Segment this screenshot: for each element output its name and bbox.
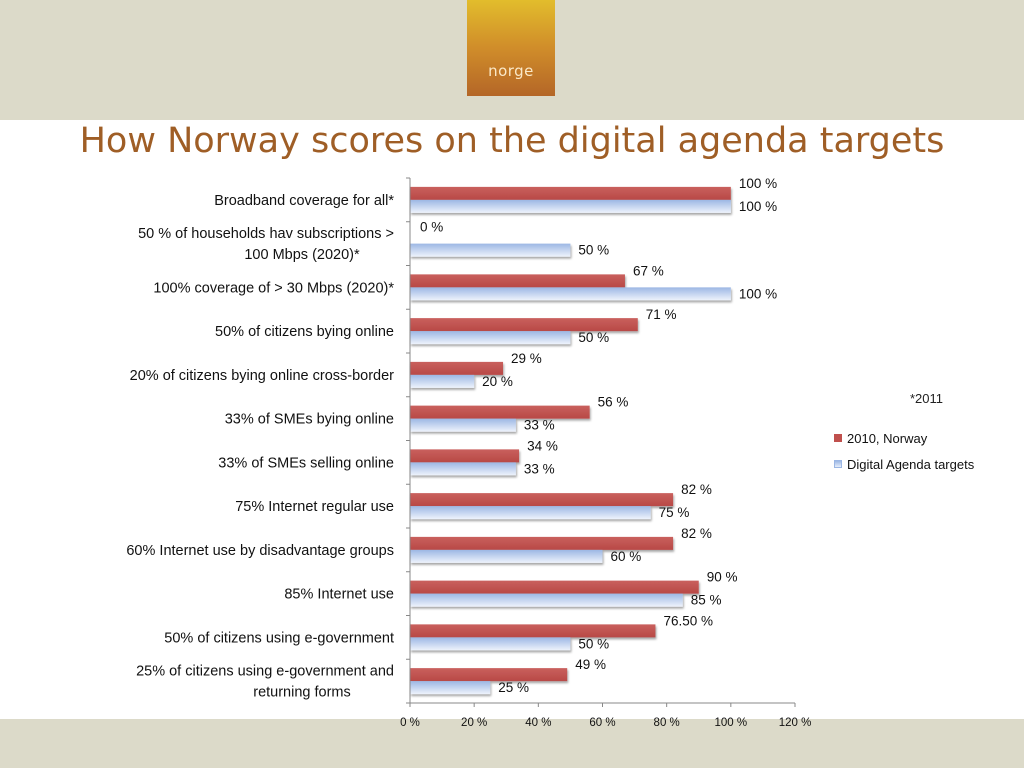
legend-swatch-blue [834, 460, 842, 468]
category-label: 20% of citizens bying online cross-borde… [130, 368, 395, 384]
data-label-norway: 82 % [681, 482, 712, 497]
legend-label-norway: 2010, Norway [847, 430, 928, 446]
data-label-target: 50 % [578, 243, 609, 258]
bar-target [410, 593, 683, 607]
bar-target [410, 418, 516, 432]
category-label: 100% coverage of > 30 Mbps (2020)* [153, 280, 394, 296]
bar-norway [410, 318, 638, 332]
legend: 2010, Norway Digital Agenda targets [834, 425, 974, 477]
bar-norway [410, 361, 504, 375]
bar-norway [410, 668, 568, 682]
logo-text: norge [488, 62, 534, 80]
norge-logo: norge [467, 0, 555, 96]
legend-item-targets: Digital Agenda targets [834, 451, 974, 477]
bar-target [410, 199, 731, 213]
x-tick-label: 0 % [400, 717, 420, 729]
x-tick-label: 20 % [461, 717, 487, 729]
footnote: *2011 [910, 391, 944, 406]
data-label-target: 50 % [578, 330, 609, 345]
data-label-norway: 90 % [707, 570, 738, 585]
data-label-norway: 49 % [575, 657, 606, 672]
category-label: 60% Internet use by disadvantage groups [126, 543, 394, 559]
data-label-target: 25 % [498, 680, 529, 695]
bar-target [410, 549, 603, 563]
bar-target [410, 243, 571, 257]
data-label-target: 60 % [611, 549, 642, 564]
category-label: 75% Internet regular use [235, 499, 394, 515]
bar-target [410, 681, 491, 695]
legend-item-norway: 2010, Norway [834, 425, 974, 451]
data-label-target: 75 % [659, 505, 690, 520]
bar-target [410, 506, 651, 520]
category-label: 25% of citizens using e-government and re… [136, 664, 394, 701]
bar-norway [410, 449, 520, 463]
bar-norway [410, 186, 731, 200]
data-label-target: 20 % [482, 374, 513, 389]
bar-target [410, 374, 475, 388]
category-label: 50% of citizens using e-government [164, 630, 394, 646]
bar-target [410, 331, 571, 345]
data-label-target: 33 % [524, 418, 555, 433]
bar-norway [410, 580, 699, 594]
bar-norway [410, 405, 590, 419]
data-label-norway: 76.50 % [663, 613, 713, 628]
footer-band [0, 719, 1024, 768]
bar-target [410, 637, 571, 651]
data-label-target: 100 % [739, 199, 777, 214]
category-label: 50% of citizens bying online [215, 324, 394, 340]
data-label-target: 100 % [739, 286, 777, 301]
legend-swatch-red [834, 434, 842, 442]
bar-target [410, 462, 516, 476]
bar-norway [410, 536, 674, 550]
data-label-norway: 100 % [739, 176, 777, 191]
category-label: 85% Internet use [284, 587, 394, 603]
data-label-norway: 56 % [598, 395, 629, 410]
legend-label-targets: Digital Agenda targets [847, 456, 975, 472]
data-label-target: 50 % [578, 636, 609, 651]
category-label: Broadband coverage for all* [214, 193, 394, 209]
data-label-norway: 0 % [420, 220, 443, 235]
data-label-norway: 34 % [527, 438, 558, 453]
category-label: 33% of SMEs selling online [218, 455, 394, 471]
category-label: 50 % of households hav subscriptions >10… [138, 226, 394, 263]
bar-target [410, 287, 731, 301]
bar-norway [410, 493, 674, 507]
x-tick-label: 80 % [654, 717, 680, 729]
x-tick-label: 100 % [715, 717, 748, 729]
bar-norway [410, 274, 625, 288]
data-label-norway: 71 % [646, 307, 677, 322]
data-label-norway: 67 % [633, 263, 664, 278]
x-tick-label: 60 % [589, 717, 615, 729]
x-tick-label: 40 % [525, 717, 551, 729]
data-label-target: 85 % [691, 593, 722, 608]
x-tick-label: 120 % [779, 717, 812, 729]
category-label: 33% of SMEs bying online [225, 412, 394, 428]
data-label-target: 33 % [524, 461, 555, 476]
bar-norway [410, 624, 656, 638]
data-label-norway: 29 % [511, 351, 542, 366]
data-label-norway: 82 % [681, 526, 712, 541]
chart-title: How Norway scores on the digital agenda … [79, 121, 945, 161]
